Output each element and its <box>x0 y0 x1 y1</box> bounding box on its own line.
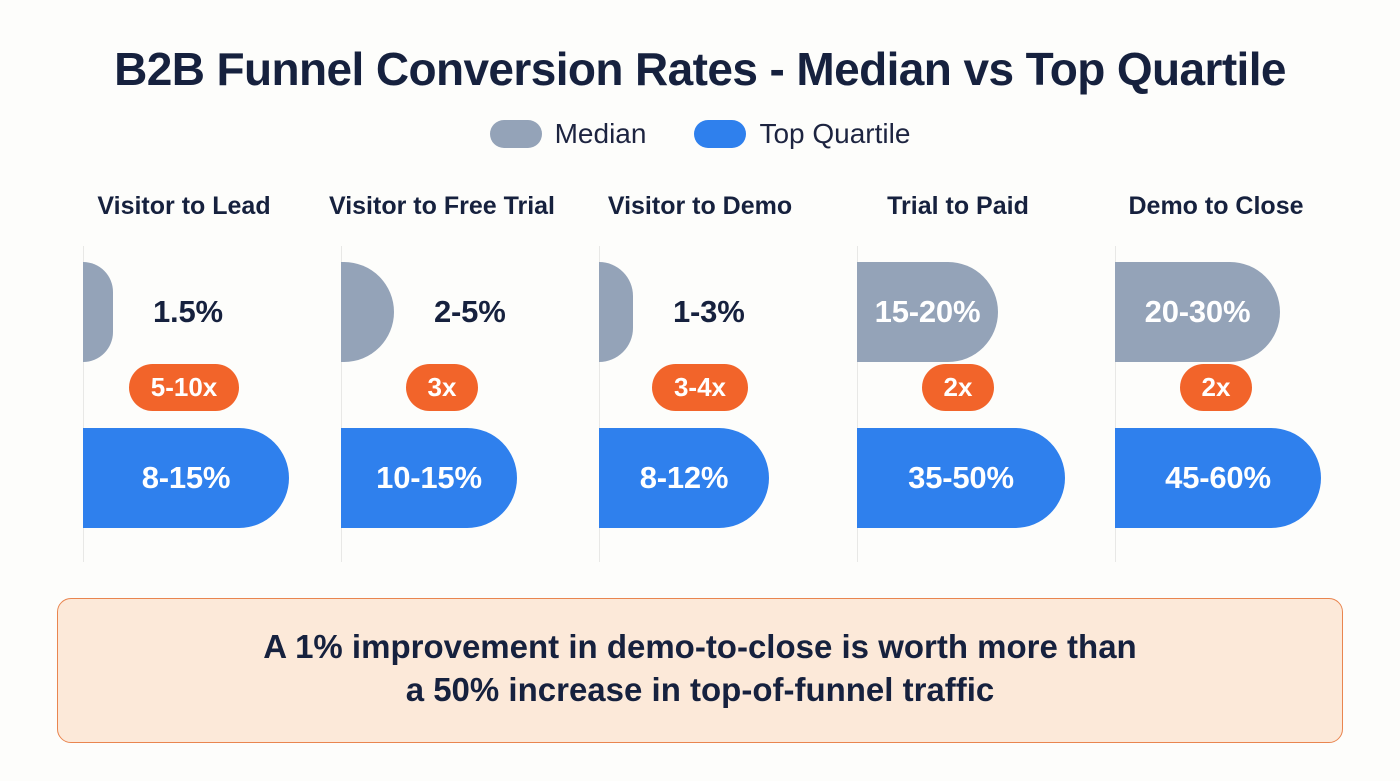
median-bar-row: 1.5% <box>83 261 313 362</box>
median-bar[interactable] <box>341 261 394 362</box>
legend-label-top-quartile: Top Quartile <box>759 117 911 149</box>
column-rows: 20-30% 2x 45-60% <box>1115 246 1345 562</box>
median-bar[interactable]: 20-30% <box>1115 261 1280 362</box>
multiplier-badge[interactable]: 2x <box>1179 364 1253 411</box>
top-quartile-bar-value: 10-15% <box>376 459 482 495</box>
legend-label-median: Median <box>554 117 647 149</box>
top-quartile-bar[interactable]: 8-15% <box>83 427 289 528</box>
column-rows: 1.5% 5-10x 8-15% <box>83 246 313 562</box>
multiplier-badge-row: 2x <box>1087 362 1345 414</box>
median-bar-value: 1.5% <box>153 293 223 329</box>
median-bar-value: 15-20% <box>874 293 981 329</box>
top-quartile-bar-row: 10-15% <box>341 427 571 528</box>
multiplier-badge[interactable]: 2x <box>921 364 995 411</box>
funnel-column-visitor-to-lead[interactable]: Visitor to Lead 1.5% 5-10x 8-15% <box>55 191 313 562</box>
funnel-column-demo-to-close[interactable]: Demo to Close 20-30% 2x 45-60% <box>1087 191 1345 562</box>
callout-line-1: A 1% improvement in demo-to-close is wor… <box>263 627 1137 665</box>
median-bar[interactable]: 15-20% <box>857 261 998 362</box>
multiplier-badge[interactable]: 3x <box>405 364 479 411</box>
top-quartile-bar-row: 45-60% <box>1115 427 1345 528</box>
funnel-column-trial-to-paid[interactable]: Trial to Paid 15-20% 2x 35-50% <box>829 191 1087 562</box>
funnel-columns: Visitor to Lead 1.5% 5-10x 8-15% Visitor… <box>55 191 1345 562</box>
median-bar-row: 15-20% <box>857 261 1087 362</box>
median-bar[interactable] <box>83 261 113 362</box>
multiplier-badge[interactable]: 3-4x <box>651 364 749 411</box>
legend-swatch-top-quartile-icon <box>694 119 747 148</box>
median-bar-value: 20-30% <box>1144 293 1251 329</box>
column-rows: 1-3% 3-4x 8-12% <box>599 246 829 562</box>
median-bar[interactable] <box>599 261 633 362</box>
median-bar-row: 1-3% <box>599 261 829 362</box>
callout-line-2: a 50% increase in top-of-funnel traffic <box>405 671 995 709</box>
top-quartile-bar-row: 8-15% <box>83 427 313 528</box>
multiplier-badge-row: 2x <box>829 362 1087 414</box>
top-quartile-bar[interactable]: 10-15% <box>341 427 517 528</box>
top-quartile-bar-row: 8-12% <box>599 427 829 528</box>
column-header: Visitor to Demo <box>607 191 793 220</box>
column-header: Demo to Close <box>1128 191 1304 220</box>
key-insight-callout: A 1% improvement in demo-to-close is wor… <box>57 597 1343 743</box>
legend-swatch-median-icon <box>489 119 542 148</box>
legend-item-top-quartile[interactable]: Top Quartile <box>694 117 911 149</box>
funnel-column-visitor-to-demo[interactable]: Visitor to Demo 1-3% 3-4x 8-12% <box>571 191 829 562</box>
chart-legend: Median Top Quartile <box>489 117 911 149</box>
median-bar-row: 20-30% <box>1115 261 1345 362</box>
median-bar-value: 1-3% <box>673 293 745 329</box>
median-bar-value: 2-5% <box>434 293 506 329</box>
column-rows: 2-5% 3x 10-15% <box>341 246 571 562</box>
multiplier-badge-row: 5-10x <box>55 362 313 414</box>
page-title: B2B Funnel Conversion Rates - Median vs … <box>114 43 1286 95</box>
top-quartile-bar[interactable]: 35-50% <box>857 427 1065 528</box>
multiplier-badge-row: 3x <box>313 362 571 414</box>
median-bar-row: 2-5% <box>341 261 571 362</box>
top-quartile-bar-value: 35-50% <box>908 459 1014 495</box>
legend-item-median[interactable]: Median <box>489 117 647 149</box>
top-quartile-bar[interactable]: 45-60% <box>1115 427 1321 528</box>
top-quartile-bar[interactable]: 8-12% <box>599 427 769 528</box>
column-rows: 15-20% 2x 35-50% <box>857 246 1087 562</box>
top-quartile-bar-value: 45-60% <box>1165 459 1271 495</box>
column-header: Visitor to Free Trial <box>328 191 555 220</box>
top-quartile-bar-value: 8-15% <box>141 459 231 495</box>
top-quartile-bar-value: 8-12% <box>639 459 729 495</box>
top-quartile-bar-row: 35-50% <box>857 427 1087 528</box>
multiplier-badge[interactable]: 5-10x <box>128 364 240 411</box>
multiplier-badge-row: 3-4x <box>571 362 829 414</box>
funnel-column-visitor-to-free-trial[interactable]: Visitor to Free Trial 2-5% 3x 10-15% <box>313 191 571 562</box>
column-header: Trial to Paid <box>887 191 1029 220</box>
column-header: Visitor to Lead <box>97 191 271 220</box>
